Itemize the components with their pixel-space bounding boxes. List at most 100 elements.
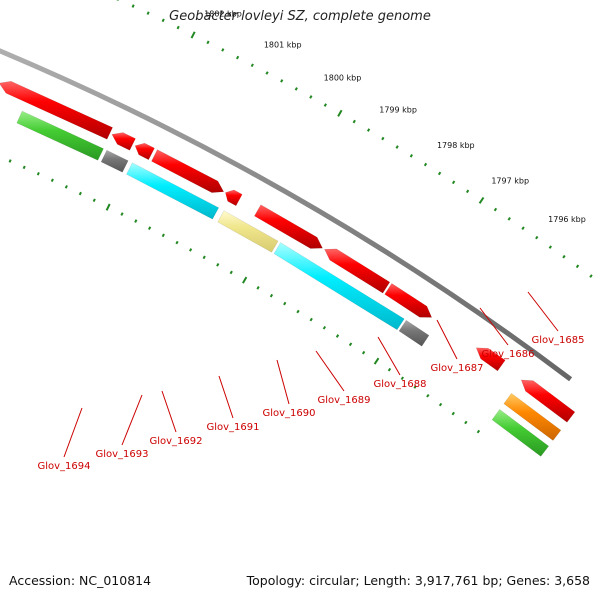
outer-scale-tick: [146, 11, 150, 15]
outer-scale-tick: [562, 254, 566, 259]
leader-line: [121, 394, 143, 446]
gene-arrow: [475, 347, 506, 372]
inner-scale-tick: [256, 286, 260, 290]
inner-scale-tick: [413, 385, 417, 389]
scale-ticks: [8, 0, 593, 434]
map-title: Geobacter lovleyi SZ, complete genome: [169, 9, 431, 24]
inner-scale-tick: [64, 185, 68, 189]
gene-label: Glov_1693: [95, 449, 148, 460]
leader-line: [63, 407, 83, 458]
gene-box: [100, 149, 129, 173]
gene-arrow: [151, 149, 225, 193]
inner-scale-tick: [387, 367, 392, 372]
inner-scale-tick: [78, 191, 82, 196]
inner-scale-tick: [309, 317, 313, 322]
gene-arrow: [254, 204, 323, 249]
outer-scale-tick: [221, 48, 225, 52]
gene-arrow: [324, 248, 391, 294]
inner-scale-tick: [335, 334, 340, 338]
scale-label: 1799 kbp: [379, 106, 417, 115]
inner-scale-tick: [189, 248, 193, 252]
outer-scale-tick: [294, 87, 298, 91]
gene-label: Glov_1687: [430, 363, 483, 374]
gene-label: Glov_1694: [37, 461, 90, 472]
inner-scale-tick: [361, 350, 366, 355]
outer-scale-tick: [176, 25, 180, 30]
genome-summary-text: Topology: circular; Length: 3,917,761 bp…: [246, 573, 590, 588]
gene-label: Glov_1689: [317, 395, 370, 406]
gene-label: Glov_1691: [206, 422, 259, 433]
inner-scale-tick: [161, 233, 165, 238]
outer-scale-tick: [381, 136, 385, 141]
inner-scale-tick: [373, 357, 380, 365]
inner-scale-tick: [8, 159, 12, 163]
outer-scale-tick: [309, 95, 313, 99]
outer-scale-tick: [116, 0, 119, 1]
inner-scale-tick: [348, 342, 353, 347]
backbone-arc: [0, 48, 573, 382]
outer-scale-tick: [521, 226, 525, 230]
inner-scale-tick: [120, 212, 124, 216]
inner-scale-tick: [175, 240, 179, 245]
gene-label: Glov_1688: [373, 379, 426, 390]
inner-scale-tick: [134, 219, 138, 223]
scale-label: 1800 kbp: [324, 73, 362, 82]
inner-scale-tick: [322, 325, 327, 330]
inner-scale-tick: [229, 270, 233, 275]
inner-scale-tick: [202, 255, 206, 260]
gene-label: Glov_1685: [531, 335, 584, 346]
leader-line: [479, 307, 509, 346]
outer-scale-tick: [409, 154, 413, 158]
gene-label: Glov_1690: [262, 408, 315, 419]
inner-scale-tick: [438, 402, 443, 407]
outer-scale-tick: [465, 189, 470, 194]
inner-scale-tick: [269, 293, 274, 298]
inner-scale-tick: [216, 263, 220, 267]
outer-scale-tick: [493, 207, 498, 212]
outer-scale-tick: [437, 171, 442, 176]
inner-scale-tick: [50, 178, 54, 183]
gene-labels: 1796 kbp 1797 kbp 1798 kbp 1799 kbp 1800 kbp…: [37, 9, 585, 472]
gene-box: [217, 210, 279, 253]
outer-scale-tick: [535, 235, 539, 240]
inner-scale-tick: [464, 420, 468, 425]
leader-line: [161, 390, 177, 433]
inner-scale-tick: [105, 203, 111, 211]
gene-label: Glov_1692: [149, 436, 202, 447]
inner-scale-tick: [426, 393, 430, 398]
gene-label: Glov_1686: [481, 349, 534, 360]
inner-scale-tick: [400, 376, 405, 381]
outer-scale-tick: [250, 63, 254, 68]
outer-scale-tick: [206, 40, 210, 45]
leader-line: [276, 359, 290, 405]
scale-label: 1797 kbp: [491, 176, 529, 185]
inner-scale-tick: [283, 301, 287, 306]
inner-scale-tick: [451, 411, 455, 416]
inner-scale-tick: [242, 276, 248, 284]
outer-scale-tick: [478, 196, 485, 204]
outer-scale-tick: [451, 180, 456, 185]
gene-leader-lines: [63, 291, 559, 458]
outer-scale-tick: [589, 274, 593, 278]
scale-label: 1802 kbp: [204, 9, 242, 18]
outer-scale-tick: [280, 79, 284, 83]
outer-scale-tick: [190, 31, 196, 39]
gene-box: [491, 409, 550, 457]
inner-scale-tick: [22, 165, 26, 170]
gene-arrow: [225, 189, 243, 207]
outer-scale-tick: [548, 245, 553, 249]
leader-line: [527, 291, 559, 332]
gene-box: [126, 162, 220, 220]
outer-scale-tick: [161, 18, 165, 23]
gene-box: [273, 242, 405, 331]
inner-scale-tick: [476, 429, 481, 434]
gene-box: [503, 392, 562, 441]
gene-box: [16, 110, 104, 161]
leader-line: [377, 336, 401, 376]
leader-line: [436, 319, 458, 360]
gene-track: [0, 80, 576, 457]
scale-label: 1801 kbp: [264, 40, 302, 49]
gene-arrow: [111, 132, 136, 151]
outer-scale-tick: [395, 145, 399, 149]
